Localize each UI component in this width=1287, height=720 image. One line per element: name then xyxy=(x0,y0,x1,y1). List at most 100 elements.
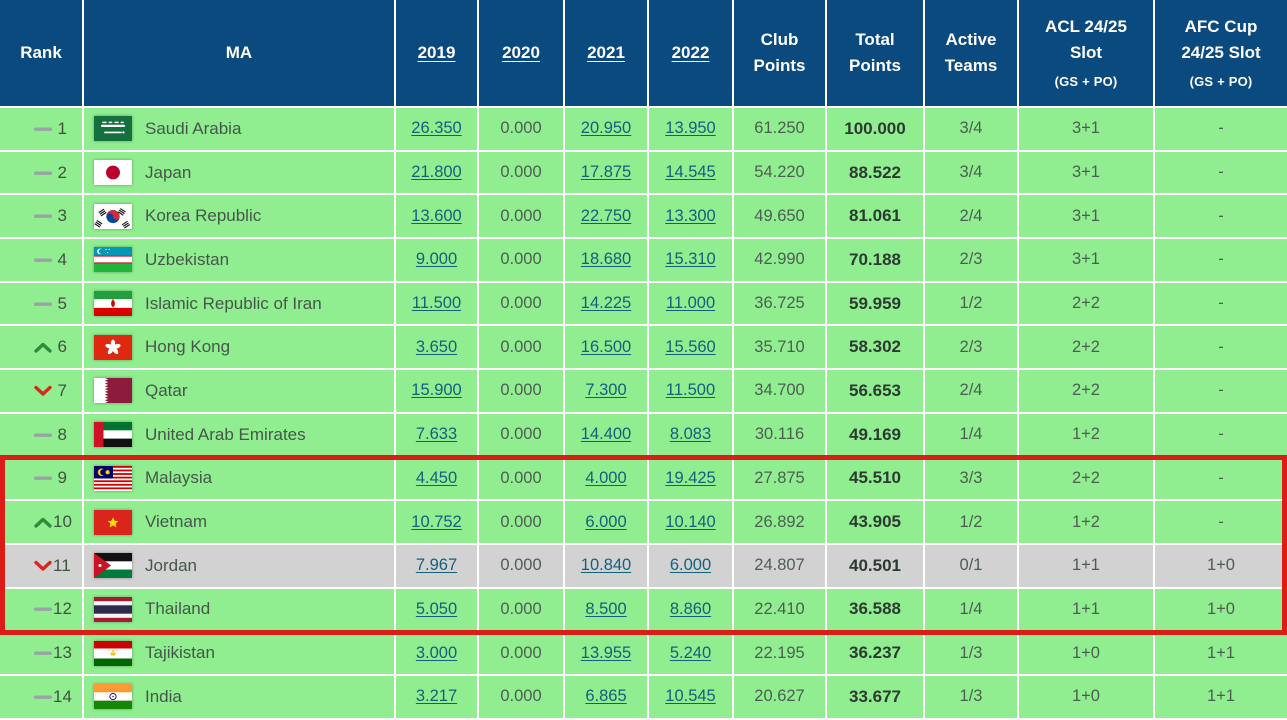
points-2022-link[interactable]: 10.545 xyxy=(665,687,716,706)
points-2019-link[interactable]: 9.000 xyxy=(415,250,458,269)
club-points-cell: 36.725 xyxy=(734,282,827,327)
points-2022-link[interactable]: 19.425 xyxy=(665,468,716,487)
points-2022-cell: 15.560 xyxy=(649,326,734,371)
acl-slot-cell: 3+1 xyxy=(1019,108,1155,152)
acl-slot-value: 1+0 xyxy=(1072,643,1100,662)
points-2019-link[interactable]: 4.450 xyxy=(415,468,458,487)
ma-cell: India xyxy=(84,675,396,720)
year-2021-link[interactable]: 2021 xyxy=(587,42,625,62)
points-2021-link[interactable]: 10.840 xyxy=(580,556,632,575)
table-row: 5 Islamic Republic of Iran 11.500 0.000 … xyxy=(0,282,1287,327)
acl-slot-value: 2+2 xyxy=(1072,468,1100,487)
acl-slot-cell: 2+2 xyxy=(1019,457,1155,502)
points-2022-link[interactable]: 11.000 xyxy=(665,294,716,313)
active-teams-value: 3/3 xyxy=(959,468,983,487)
points-2019-link[interactable]: 7.967 xyxy=(415,556,458,575)
rank-same-icon xyxy=(33,300,53,308)
total-points-cell: 59.959 xyxy=(827,282,925,327)
year-2022-link[interactable]: 2022 xyxy=(671,42,710,62)
rank-cell: 13 xyxy=(0,632,84,676)
table-row: 1 Saudi Arabia 26.350 0.000 20.950 13.95… xyxy=(0,108,1287,152)
rank-down-icon xyxy=(33,559,53,572)
ma-header-label: MA xyxy=(225,42,253,62)
col-header-2019: 2019 xyxy=(396,0,479,108)
total-points-value: 56.653 xyxy=(849,380,901,400)
points-2022-link[interactable]: 15.310 xyxy=(665,250,716,269)
country-name: Saudi Arabia xyxy=(145,118,242,138)
points-2020-value: 0.000 xyxy=(500,294,542,313)
points-2022-link[interactable]: 14.545 xyxy=(665,163,716,182)
points-2022-link[interactable]: 5.240 xyxy=(669,643,712,662)
total-points-cell: 88.522 xyxy=(827,151,925,196)
points-2019-cell: 3.217 xyxy=(396,675,479,720)
points-2022-link[interactable]: 11.500 xyxy=(665,381,716,400)
active-teams-cell: 3/4 xyxy=(925,108,1019,152)
points-2021-link[interactable]: 8.500 xyxy=(585,599,627,618)
total-points-value: 43.905 xyxy=(849,512,901,532)
table-row: 13 Tajikistan 3.000 0.000 13.955 5.240 2… xyxy=(0,632,1287,676)
points-2019-link[interactable]: 26.350 xyxy=(411,119,462,138)
ma-cell: Thailand xyxy=(84,588,396,633)
club-points-value: 20.627 xyxy=(754,687,805,706)
country-name: Islamic Republic of Iran xyxy=(145,293,322,313)
club-points-cell: 42.990 xyxy=(734,239,827,283)
points-2021-link[interactable]: 14.400 xyxy=(580,425,632,444)
active-teams-value: 2/4 xyxy=(959,206,983,225)
table-row: 11 Jordan 7.967 0.000 10.840 6.000 24.80… xyxy=(0,544,1287,589)
points-2020-value: 0.000 xyxy=(500,163,542,182)
afc-cup-slot-value: - xyxy=(1218,119,1224,138)
points-2022-link[interactable]: 6.000 xyxy=(669,556,712,575)
points-2021-link[interactable]: 17.875 xyxy=(580,163,632,182)
points-2019-link[interactable]: 3.000 xyxy=(415,643,458,662)
year-2020-link[interactable]: 2020 xyxy=(502,42,540,62)
points-2021-link[interactable]: 20.950 xyxy=(580,119,632,138)
acl-slot-cell: 2+2 xyxy=(1019,282,1155,327)
header-row: Rank MA 2019 2020 2021 2022 Club Points … xyxy=(0,0,1287,108)
points-2022-link[interactable]: 15.560 xyxy=(665,337,716,356)
points-2021-link[interactable]: 18.680 xyxy=(580,250,632,269)
points-2019-link[interactable]: 5.050 xyxy=(415,599,458,618)
table-row: 14 India 3.217 0.000 6.865 10.545 20.627… xyxy=(0,675,1287,720)
points-2021-link[interactable]: 16.500 xyxy=(580,337,632,356)
points-2022-link[interactable]: 13.950 xyxy=(665,119,716,138)
ma-cell: Uzbekistan xyxy=(84,239,396,283)
points-2022-link[interactable]: 10.140 xyxy=(665,512,716,531)
points-2021-link[interactable]: 7.300 xyxy=(585,381,627,400)
total-points-value: 40.501 xyxy=(849,555,901,575)
col-header-2020: 2020 xyxy=(479,0,565,108)
rank-number: 12 xyxy=(53,599,72,619)
rank-number: 2 xyxy=(57,162,67,182)
points-2022-link[interactable]: 8.860 xyxy=(669,599,712,618)
points-2019-cell: 7.967 xyxy=(396,544,479,589)
active-teams-value: 0/1 xyxy=(959,556,983,575)
points-2022-link[interactable]: 13.300 xyxy=(665,206,716,225)
flag-korea-republic-icon xyxy=(94,203,132,229)
points-2019-link[interactable]: 21.800 xyxy=(411,163,462,182)
points-2022-link[interactable]: 8.083 xyxy=(669,425,712,444)
year-2019-link[interactable]: 2019 xyxy=(417,42,456,62)
points-2021-link[interactable]: 6.000 xyxy=(585,512,627,531)
total-points-cell: 36.237 xyxy=(827,632,925,676)
points-2019-link[interactable]: 11.500 xyxy=(411,294,462,313)
club-points-cell: 34.700 xyxy=(734,370,827,414)
acl-slot-cell: 1+1 xyxy=(1019,588,1155,633)
active-teams-cell: 3/3 xyxy=(925,457,1019,502)
active-teams-cell: 2/3 xyxy=(925,239,1019,283)
points-2021-link[interactable]: 13.955 xyxy=(580,643,632,662)
club-points-cell: 22.410 xyxy=(734,588,827,633)
points-2021-link[interactable]: 4.000 xyxy=(585,468,627,487)
points-2019-link[interactable]: 7.633 xyxy=(415,425,458,444)
points-2021-cell: 8.500 xyxy=(565,588,649,633)
points-2019-link[interactable]: 10.752 xyxy=(411,512,462,531)
points-2019-link[interactable]: 13.600 xyxy=(411,206,462,225)
points-2021-link[interactable]: 22.750 xyxy=(580,206,632,225)
acl-slot-cell: 1+0 xyxy=(1019,632,1155,676)
flag-vietnam-icon xyxy=(94,509,132,535)
rank-number: 7 xyxy=(57,380,67,400)
points-2019-link[interactable]: 15.900 xyxy=(411,381,462,400)
points-2019-link[interactable]: 3.217 xyxy=(415,687,458,706)
points-2019-link[interactable]: 3.650 xyxy=(415,337,458,356)
total-points-value: 36.237 xyxy=(849,643,901,663)
points-2021-link[interactable]: 6.865 xyxy=(585,687,627,706)
points-2021-link[interactable]: 14.225 xyxy=(580,294,632,313)
